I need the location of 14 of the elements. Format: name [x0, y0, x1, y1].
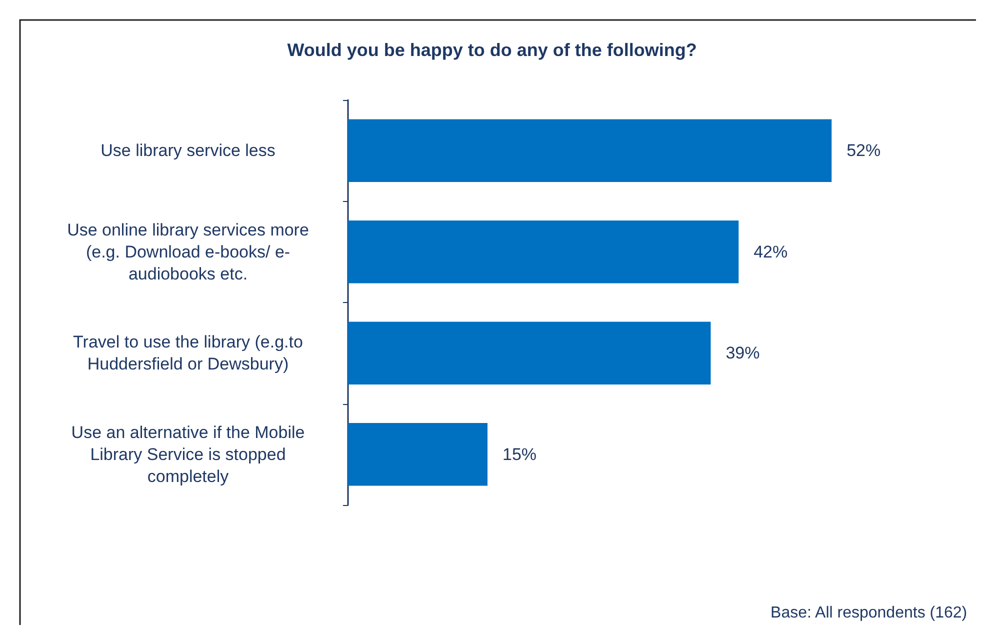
chart-title: Would you be happy to do any of the following? — [287, 40, 697, 60]
y-tick-label: Use an alternative if the Mobile Library Service is stopped completely — [71, 422, 305, 486]
data-label: 15% — [502, 444, 537, 464]
data-label: 52% — [846, 141, 881, 160]
bar — [348, 322, 711, 385]
bar — [348, 119, 832, 182]
text: Base: All respondents (162) — [770, 604, 968, 622]
bar — [348, 422, 488, 486]
y-tick-label: Use library service less — [100, 141, 276, 160]
data-label: 42% — [754, 242, 788, 262]
bar — [348, 220, 739, 284]
y-tick-label: Use online library services more (e.g. Download e-books/ e- audiobooks etc. — [67, 220, 309, 284]
data-label: 39% — [726, 344, 760, 363]
y-tick-label: Travel to use the library (e.g.to Huddersfield or Dewsbury) — [73, 332, 303, 374]
